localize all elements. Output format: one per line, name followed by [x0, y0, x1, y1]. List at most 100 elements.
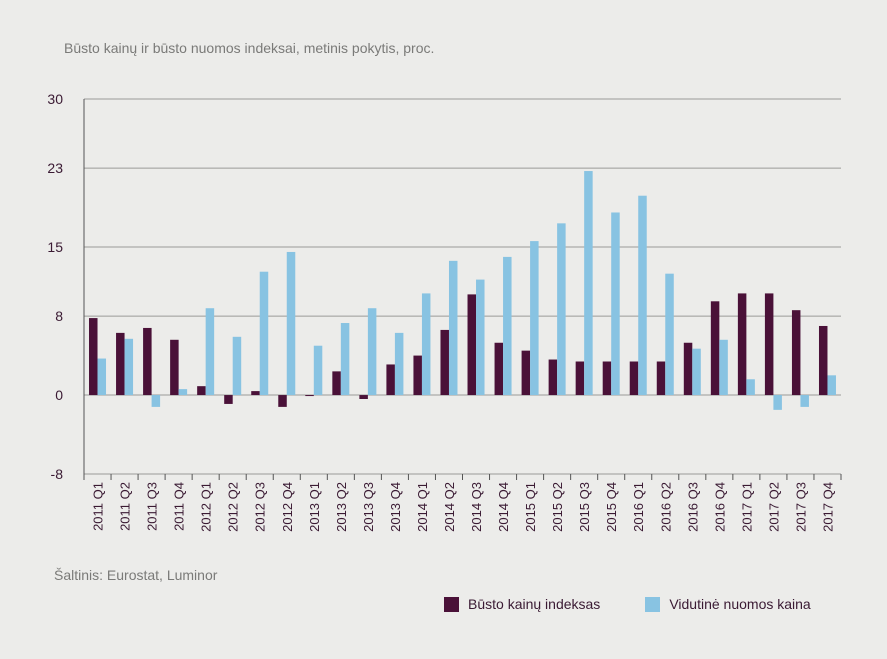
- legend-label-series1: Būsto kainų indeksas: [468, 596, 601, 612]
- bar-series2: [367, 308, 377, 396]
- bar-series1: [737, 293, 747, 396]
- bar-series1: [440, 329, 449, 396]
- x-tick-label: 2011 Q3: [145, 482, 160, 531]
- bar-series2: [827, 375, 836, 396]
- chart-source: Šaltinis: Eurostat, Luminor: [54, 567, 218, 583]
- bar-series2: [476, 279, 485, 396]
- bar-series2: [611, 212, 620, 396]
- bar-series2: [286, 251, 296, 396]
- legend-item-series1: Būsto kainų indeksas: [444, 596, 600, 612]
- bar-series2: [773, 395, 782, 410]
- bar-series1: [170, 339, 179, 396]
- bar-series1: [818, 325, 828, 396]
- bar-series2: [746, 379, 755, 396]
- bar-series2: [178, 389, 188, 396]
- x-tick-label: 2016 Q4: [712, 482, 727, 532]
- bar-series2: [313, 345, 323, 396]
- y-tick-label: 8: [55, 308, 63, 324]
- bar-series2: [394, 332, 404, 396]
- bar-series2: [421, 293, 431, 396]
- x-tick-label: 2015 Q3: [577, 482, 592, 532]
- bar-series2: [448, 260, 458, 396]
- bar-series2: [638, 195, 647, 396]
- bar-series2: [205, 308, 215, 396]
- bar-series2: [665, 273, 674, 396]
- x-tick-label: 2012 Q4: [280, 482, 295, 532]
- x-tick-label: 2011 Q1: [91, 482, 106, 531]
- bar-series1: [359, 395, 368, 399]
- x-tick-label: 2015 Q4: [604, 482, 619, 532]
- bar-series1: [332, 371, 341, 396]
- bar-series2: [259, 271, 269, 396]
- bar-series1: [89, 318, 98, 396]
- x-tick-label: 2017 Q1: [739, 482, 754, 532]
- bar-series1: [710, 301, 720, 396]
- bar-series1: [683, 342, 693, 396]
- legend-swatch-series1: [444, 596, 459, 612]
- y-tick-label: -8: [51, 466, 64, 482]
- y-axis: 30 23 15 8 0 -8: [47, 91, 85, 482]
- x-tick-label: 2017 Q2: [766, 482, 781, 532]
- bars: [89, 171, 836, 410]
- bar-series1: [548, 359, 558, 396]
- bar-series1: [521, 350, 531, 396]
- bar-series1: [629, 361, 639, 396]
- x-tick-label: 2013 Q1: [307, 482, 322, 532]
- x-tick-label: 2012 Q3: [253, 482, 268, 532]
- bar-series1: [116, 332, 125, 396]
- bar-series1: [413, 355, 422, 396]
- x-tick-label: 2014 Q1: [415, 482, 430, 532]
- bar-series1: [494, 342, 504, 396]
- x-tick-label: 2015 Q1: [523, 482, 538, 532]
- x-tick-label: 2015 Q2: [550, 482, 565, 532]
- x-tick-label: 2017 Q3: [793, 482, 808, 532]
- bar-series2: [503, 256, 512, 396]
- bar-series2: [151, 395, 161, 407]
- x-tick-label: 2011 Q4: [172, 482, 187, 531]
- bar-series1: [467, 294, 477, 396]
- legend-label-series2: Vidutinė nuomos kaina: [669, 596, 811, 612]
- bar-series2: [557, 223, 566, 396]
- bar-series1: [791, 310, 801, 396]
- bar-series2: [692, 348, 701, 396]
- y-tick-label: 0: [55, 387, 63, 403]
- bar-series1: [602, 361, 612, 396]
- x-tick-label: 2011 Q2: [118, 482, 133, 531]
- bar-series1: [656, 361, 666, 396]
- y-tick-label: 15: [47, 239, 63, 255]
- bar-series2: [800, 395, 809, 407]
- gridlines: [84, 98, 841, 475]
- bar-series2: [232, 336, 242, 396]
- bar-series1: [386, 364, 395, 396]
- x-tick-label: 2013 Q3: [361, 482, 376, 532]
- x-axis: 2011 Q1 2011 Q2 2011 Q3 2011 Q4 2012 Q1 2012 …: [83, 474, 842, 532]
- chart-subtitle: Būsto kainų ir būsto nuomos indeksai, me…: [64, 40, 435, 56]
- x-tick-label: 2016 Q1: [631, 482, 646, 532]
- x-tick-label: 2016 Q3: [685, 482, 700, 532]
- bar-series1: [305, 395, 314, 397]
- legend-item-series2: Vidutinė nuomos kaina: [645, 596, 811, 612]
- bar-series1: [575, 361, 585, 396]
- bar-series2: [719, 339, 728, 396]
- bar-series1: [764, 293, 774, 396]
- legend-swatch-series2: [645, 596, 661, 612]
- x-tick-label: 2014 Q4: [496, 482, 511, 532]
- bar-series2: [584, 171, 593, 396]
- x-tick-label: 2013 Q2: [334, 482, 349, 532]
- x-tick-label: 2012 Q2: [226, 482, 241, 532]
- bar-series1: [197, 386, 206, 396]
- bar-series2: [340, 323, 350, 396]
- bar-series2: [530, 241, 539, 396]
- bar-series1: [224, 395, 233, 404]
- x-tick-label: 2012 Q1: [199, 482, 214, 532]
- x-tick-label: 2017 Q4: [820, 482, 835, 532]
- x-tick-label: 2016 Q2: [658, 482, 673, 532]
- bar-series2: [124, 338, 134, 396]
- bar-series2: [97, 358, 107, 396]
- bar-series1: [251, 391, 260, 396]
- bar-series1: [278, 395, 287, 407]
- x-tick-label: 2014 Q2: [442, 482, 457, 532]
- legend: Būsto kainų indeksas Vidutinė nuomos kai…: [444, 596, 811, 612]
- x-tick-label: 2013 Q4: [388, 482, 403, 532]
